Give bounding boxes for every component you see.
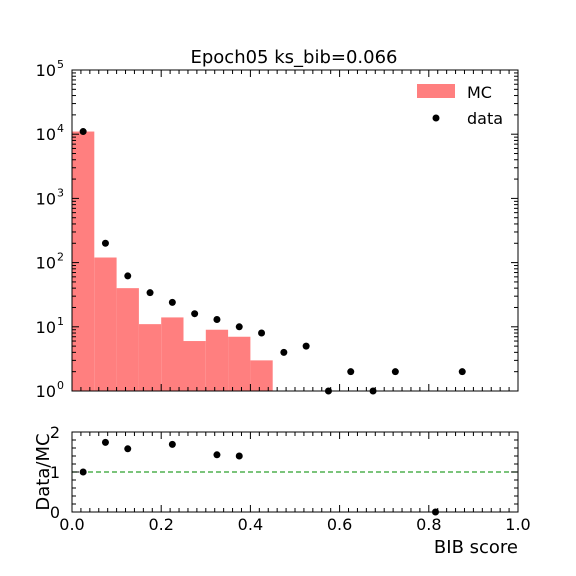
x-tick-label: 1.0 <box>505 515 530 534</box>
y-tick-label: 2 <box>50 423 60 442</box>
legend: MC data <box>417 83 503 128</box>
y-tick-exponent: 4 <box>57 122 64 135</box>
y-tick-label: 0 <box>50 503 60 522</box>
data-point <box>79 128 87 136</box>
ratio-points <box>79 438 439 516</box>
ratio-point <box>213 451 221 459</box>
data-point <box>391 368 399 376</box>
y-tick-label: 10 <box>36 318 56 337</box>
data-points <box>79 128 466 395</box>
y-tick-exponent: 0 <box>57 379 64 392</box>
data-point <box>124 272 132 280</box>
ratio-point <box>168 440 176 448</box>
data-point <box>302 342 310 350</box>
ratio-point <box>79 468 87 476</box>
y-tick-label: 10 <box>36 254 56 273</box>
data-point <box>213 315 221 323</box>
ratio-point <box>124 445 132 453</box>
x-tick-label: 0.4 <box>238 515 263 534</box>
mc-bar <box>94 257 117 391</box>
legend-mc-swatch <box>417 84 455 98</box>
x-tick-label: 0.6 <box>327 515 352 534</box>
mc-bar <box>138 324 162 391</box>
mc-histogram-bars <box>72 131 273 391</box>
top-panel-frame <box>71 69 519 392</box>
x-tick-label: 0.0 <box>59 515 84 534</box>
mc-bar <box>116 288 139 391</box>
ratio-y-tick-labels: 0 1 2 <box>50 423 60 522</box>
ratio-panel: 0 1 2 0.0 0.2 0.4 0.6 0.8 1.0 <box>50 423 531 534</box>
data-point <box>280 348 288 356</box>
mc-bar <box>250 360 273 391</box>
x-axis-label: BIB score <box>434 537 518 558</box>
mc-bar <box>205 329 229 391</box>
data-point <box>101 239 109 247</box>
y-tick-label: 1 <box>50 463 60 482</box>
mc-bar <box>72 131 95 391</box>
data-point <box>458 368 466 376</box>
chart-title: Epoch05 ks_bib=0.066 <box>190 47 397 68</box>
mc-bar <box>228 336 251 391</box>
data-point <box>146 289 154 297</box>
y-tick-exponent: 3 <box>57 186 64 199</box>
legend-data-marker <box>432 114 440 122</box>
y-tick-label: 10 <box>36 382 56 401</box>
ratio-panel-frame <box>71 431 519 513</box>
data-point <box>258 329 266 337</box>
legend-data-label: data <box>467 109 503 128</box>
x-tick-labels: 0.0 0.2 0.4 0.6 0.8 1.0 <box>59 515 530 534</box>
data-point <box>235 323 243 331</box>
y-tick-exponent: 2 <box>57 251 64 264</box>
y-tick-label: 10 <box>36 189 56 208</box>
y-tick-exponent: 1 <box>57 315 64 328</box>
x-tick-label: 0.8 <box>416 515 441 534</box>
x-tick-label: 0.2 <box>148 515 173 534</box>
ratio-point <box>235 452 243 460</box>
mc-bar <box>161 317 184 391</box>
data-point <box>191 310 199 318</box>
mc-bar <box>183 341 206 391</box>
y-tick-label: 10 <box>36 61 56 80</box>
ratio-point <box>101 438 109 446</box>
ratio-y-axis-label: Data/MC <box>33 433 54 510</box>
data-point <box>347 368 355 376</box>
y-tick-exponent: 5 <box>57 58 64 71</box>
legend-mc-label: MC <box>467 83 492 102</box>
data-point <box>168 298 176 306</box>
y-tick-label: 10 <box>36 125 56 144</box>
